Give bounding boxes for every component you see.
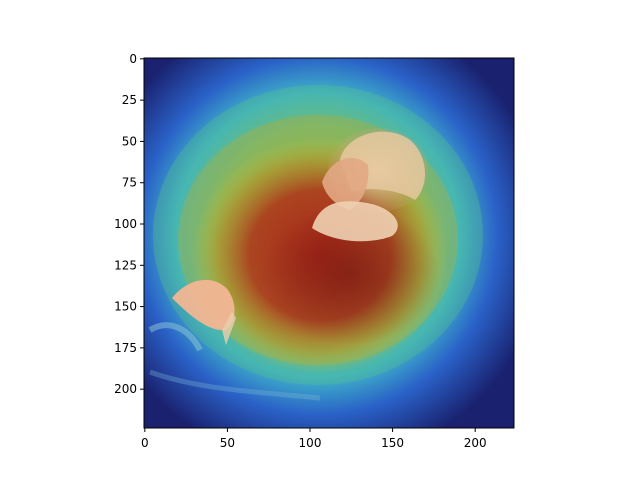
y-tick-label: 175 bbox=[114, 341, 137, 355]
y-tick-label: 125 bbox=[114, 258, 137, 272]
x-tick-label: 200 bbox=[464, 436, 487, 450]
y-tick-label: 25 bbox=[122, 93, 137, 107]
y-tick-label: 150 bbox=[114, 300, 137, 314]
portrait-figure bbox=[172, 128, 428, 345]
x-tick-label: 150 bbox=[381, 436, 404, 450]
y-axis: 0 25 50 75 100 125 150 175 200 bbox=[114, 52, 144, 396]
x-tick-label: 50 bbox=[220, 436, 235, 450]
y-tick-label: 200 bbox=[114, 382, 137, 396]
y-tick-label: 75 bbox=[122, 176, 137, 190]
plot-frame bbox=[143, 57, 515, 429]
x-tick-label: 0 bbox=[141, 436, 149, 450]
y-tick-label: 100 bbox=[114, 217, 137, 231]
heatmap-image bbox=[144, 58, 514, 428]
y-tick-label: 0 bbox=[129, 52, 137, 66]
x-axis: 0 50 100 150 200 bbox=[141, 428, 487, 450]
y-tick-label: 50 bbox=[122, 134, 137, 148]
x-tick-label: 100 bbox=[299, 436, 322, 450]
